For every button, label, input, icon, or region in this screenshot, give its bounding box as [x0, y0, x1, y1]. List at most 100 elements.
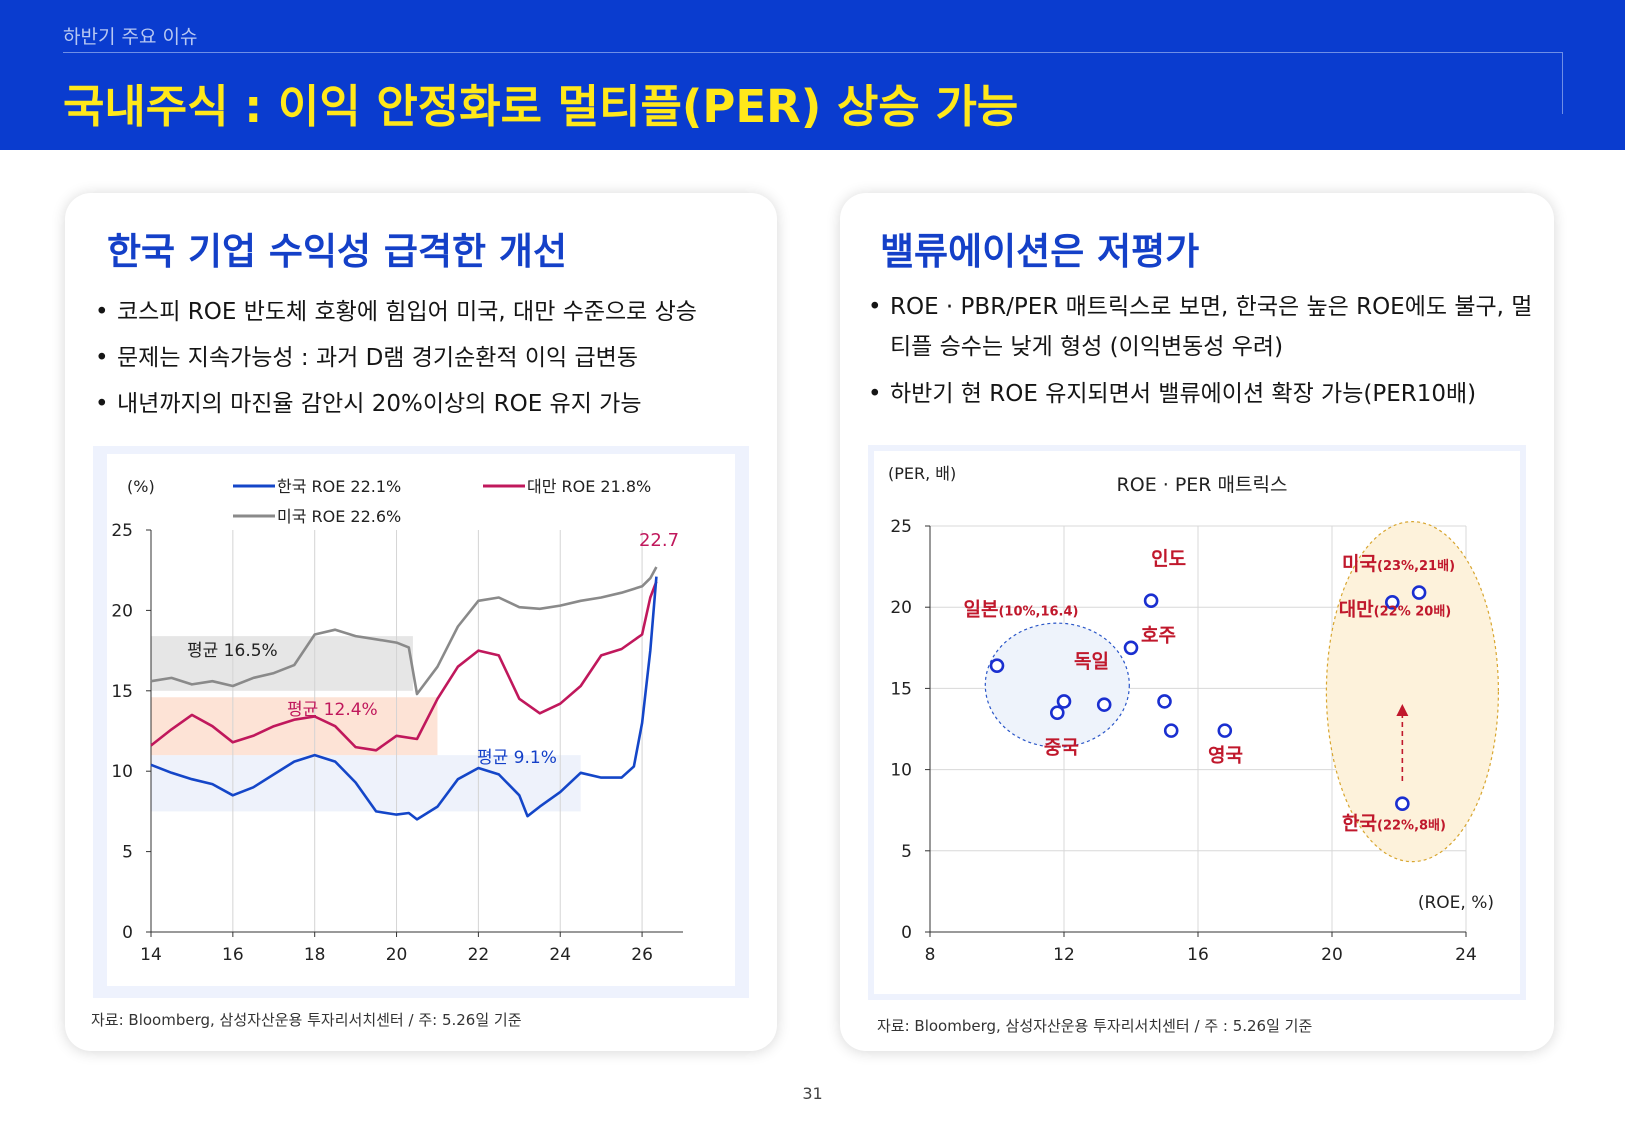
average-band	[151, 636, 413, 691]
point-label-detail: (10%,16.4)	[998, 604, 1078, 619]
point-label-name: 영국	[1208, 744, 1243, 766]
valuation-card: 밸류에이션은 저평가 ROE · PBR/PER 매트릭스로 보면, 한국은 높…	[840, 193, 1554, 1051]
point-label: 인도	[1151, 548, 1186, 570]
source-note: 자료: Bloomberg, 삼성자산운용 투자리서치센터 / 주 : 5.26…	[877, 1017, 1313, 1035]
series-line	[150, 566, 658, 696]
x-axis-unit: (ROE, %)	[1418, 893, 1494, 913]
average-label: 평균 12.4%	[287, 700, 378, 720]
page-number: 31	[802, 1084, 823, 1103]
point-label-detail: (23%,21배)	[1377, 558, 1455, 574]
y-tick-label: 25	[111, 521, 133, 541]
y-tick-label: 10	[111, 762, 133, 782]
section-label: 하반기 주요 이슈	[63, 26, 198, 48]
end-value-label: 22.7	[639, 530, 679, 551]
roe-line-chart: 14 16 18 20 22 24 26 0 5 10 15 20 25 (%) 평균 16.5% 평균 12…	[111, 477, 683, 965]
y-axis-unit: (PER, 배)	[888, 464, 956, 483]
point-label-name: 일본	[964, 598, 999, 620]
bullet-list: 코스피 ROE 반도체 호황에 힘입어 미국, 대만 수준으로 상승 문제는 지…	[95, 289, 765, 427]
card-title: 밸류에이션은 저평가	[880, 230, 1200, 273]
bullet-item: 코스피 ROE 반도체 호황에 힘입어 미국, 대만 수준으로 상승	[95, 289, 765, 335]
profitability-card: 한국 기업 수익성 급격한 개선 코스피 ROE 반도체 호황에 힘입어 미국,…	[65, 193, 777, 1051]
data-point	[1096, 697, 1112, 712]
point-label: 미국(23%,21배)	[1342, 553, 1455, 575]
data-point	[1143, 593, 1159, 609]
data-point	[1217, 723, 1233, 738]
x-tick-label: 16	[1187, 945, 1209, 965]
x-tick-label: 24	[549, 945, 571, 965]
roe-chart-area: 14 16 18 20 22 24 26 0 5 10 15 20 25 (%) 평균 16.5% 평균 12…	[107, 454, 735, 986]
y-axis-unit: (%)	[127, 477, 155, 496]
y-tick-label: 15	[890, 679, 912, 699]
y-tick-label: 10	[890, 761, 912, 781]
x-tick-label: 14	[140, 945, 162, 965]
y-tick-label: 20	[890, 598, 912, 618]
average-label: 평균 9.1%	[477, 748, 557, 768]
header-rule-end	[1562, 52, 1563, 114]
point-label-name: 중국	[1044, 736, 1079, 758]
data-point	[1123, 640, 1139, 656]
data-point	[1395, 796, 1410, 812]
x-tick-label: 8	[925, 945, 936, 965]
y-tick-label: 20	[111, 601, 133, 621]
data-point	[989, 658, 1005, 673]
y-tick-label: 5	[122, 843, 133, 863]
data-point	[1050, 705, 1065, 721]
x-tick-label: 16	[222, 945, 244, 965]
point-label: 영국	[1208, 744, 1243, 766]
x-tick-label: 20	[386, 945, 408, 965]
cluster-ellipse	[984, 622, 1130, 748]
y-tick-label: 15	[111, 682, 133, 702]
data-point	[1384, 595, 1400, 610]
x-tick-label: 18	[304, 945, 326, 965]
roe-chart-frame: 14 16 18 20 22 24 26 0 5 10 15 20 25 (%) 평균 16.5% 평균 12…	[93, 446, 749, 998]
point-label: 대만(22% 20배)	[1339, 598, 1452, 620]
data-point	[1157, 694, 1172, 709]
legend-label: 한국 ROE 22.1%	[277, 477, 401, 496]
x-tick-label: 12	[1053, 945, 1075, 965]
point-label-name: 대만	[1339, 598, 1374, 620]
header-rule	[63, 52, 1563, 53]
point-label-name: 인도	[1151, 548, 1186, 570]
average-band	[151, 697, 438, 756]
series-line	[150, 576, 658, 821]
data-point	[1056, 694, 1072, 709]
upside-arrow-head	[1396, 704, 1409, 717]
y-tick-label: 0	[901, 923, 912, 943]
point-label-detail: (22% 20배)	[1374, 603, 1452, 619]
data-point	[1411, 585, 1427, 600]
matrix-chart-frame: 8 12 16 20 24 0 5 10 15 20 25 (PER, 배) ROE · PER 매트릭…	[868, 445, 1526, 1000]
bullet-item: 하반기 현 ROE 유지되면서 밸류에이션 확장 가능(PER10배)	[868, 371, 1538, 417]
matrix-chart-area: 8 12 16 20 24 0 5 10 15 20 25 (PER, 배) ROE · PER 매트릭…	[874, 451, 1520, 994]
bullet-item: 내년까지의 마진율 감안시 20%이상의 ROE 유지 가능	[95, 381, 765, 427]
point-label: 독일	[1074, 650, 1109, 672]
point-label-name: 미국	[1342, 553, 1377, 575]
point-label-name: 한국	[1342, 813, 1377, 835]
bullet-list: ROE · PBR/PER 매트릭스로 보면, 한국은 높은 ROE에도 불구,…	[868, 287, 1538, 417]
y-tick-label: 5	[901, 842, 912, 862]
average-label: 평균 16.5%	[187, 641, 278, 661]
legend-label: 미국 ROE 22.6%	[277, 507, 401, 526]
card-title: 한국 기업 수익성 급격한 개선	[107, 230, 568, 273]
legend-label: 대만 ROE 21.8%	[527, 477, 651, 496]
bullet-item: 문제는 지속가능성 : 과거 D램 경기순환적 이익 급변동	[95, 335, 765, 381]
x-tick-label: 24	[1455, 945, 1477, 965]
point-label: 일본(10%,16.4)	[964, 598, 1079, 620]
chart-title: ROE · PER 매트릭스	[1117, 474, 1288, 496]
x-tick-label: 22	[468, 945, 490, 965]
point-label-name: 호주	[1141, 624, 1176, 646]
y-tick-label: 25	[890, 517, 912, 537]
data-point	[1163, 723, 1179, 738]
point-label: 호주	[1141, 624, 1176, 646]
point-label: 중국	[1044, 736, 1079, 758]
bullet-item: ROE · PBR/PER 매트릭스로 보면, 한국은 높은 ROE에도 불구,…	[868, 287, 1538, 367]
point-label: 한국(22%,8배)	[1342, 813, 1446, 835]
page-header: 하반기 주요 이슈 국내주식 : 이익 안정화로 멀티플(PER) 상승 가능	[0, 0, 1625, 150]
page-title: 국내주식 : 이익 안정화로 멀티플(PER) 상승 가능	[63, 80, 1019, 133]
source-note: 자료: Bloomberg, 삼성자산운용 투자리서치센터 / 주: 5.26일…	[91, 1011, 522, 1029]
roe-per-scatter-chart: 8 12 16 20 24 0 5 10 15 20 25 (PER, 배) ROE · PER 매트릭…	[888, 464, 1500, 965]
y-tick-label: 0	[122, 923, 133, 943]
series-line	[150, 581, 658, 752]
x-tick-label: 26	[631, 945, 653, 965]
point-label-name: 독일	[1074, 650, 1109, 672]
cluster-ellipse	[1325, 521, 1500, 863]
